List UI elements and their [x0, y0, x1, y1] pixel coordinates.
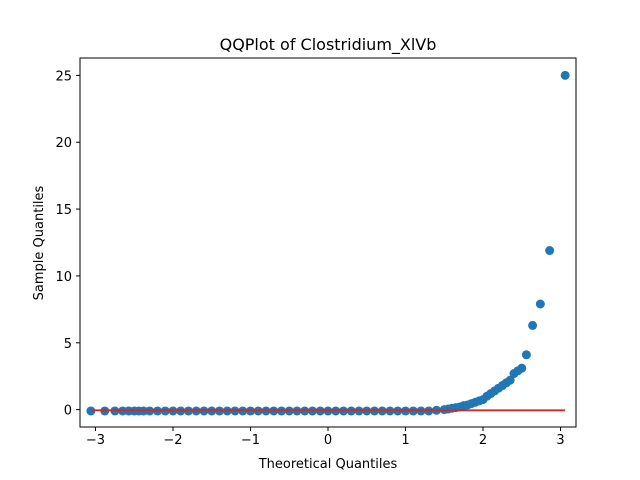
data-point — [521, 350, 531, 360]
data-point — [505, 375, 515, 385]
x-tick-label: 2 — [479, 433, 487, 448]
x-axis-ticks: −3 −2 −1 0 1 2 3 — [86, 427, 565, 448]
x-axis-label: Theoretical Quantiles — [258, 457, 398, 472]
data-point — [560, 70, 570, 80]
x-tick-label: −2 — [163, 433, 182, 448]
points-layer — [86, 70, 570, 416]
chart-title: QQPlot of Clostridium_XlVb — [220, 35, 437, 55]
y-axis-label: Sample Quantiles — [32, 185, 47, 300]
data-point — [535, 299, 545, 309]
data-point — [545, 246, 555, 256]
data-point — [528, 320, 538, 330]
y-tick-label: 5 — [64, 337, 72, 352]
data-point — [517, 363, 527, 373]
y-tick-label: 20 — [55, 136, 72, 151]
plot-frame — [79, 57, 577, 428]
x-tick-label: 3 — [556, 433, 564, 448]
y-tick-label: 25 — [55, 69, 72, 84]
x-tick-label: −3 — [86, 433, 105, 448]
x-tick-label: −1 — [241, 433, 260, 448]
y-tick-label: 0 — [64, 404, 72, 419]
y-tick-label: 15 — [55, 203, 72, 218]
y-tick-label: 10 — [55, 270, 72, 285]
x-tick-label: 1 — [401, 433, 409, 448]
y-axis-ticks: 0 5 10 15 20 25 — [55, 69, 80, 419]
x-tick-label: 0 — [324, 433, 332, 448]
